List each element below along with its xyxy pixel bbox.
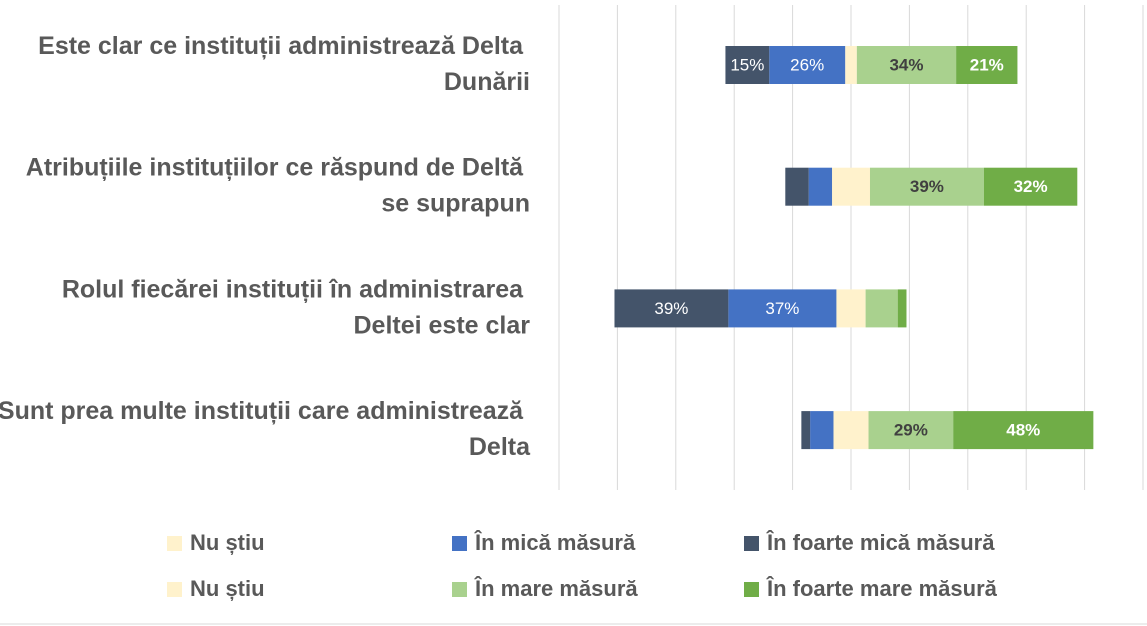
bar-segment — [808, 167, 833, 206]
legend-label: Nu știu — [190, 530, 265, 555]
bar-segment — [983, 167, 1078, 206]
category-label: Sunt prea multe instituții care administ… — [0, 397, 531, 461]
bar-segment — [868, 411, 954, 450]
bar-segment — [865, 289, 898, 328]
category-line: Dunării — [444, 68, 530, 96]
legend-label: În foarte mică măsură — [766, 530, 995, 555]
bar-segment — [614, 289, 729, 328]
data-label: 29% — [894, 421, 928, 440]
bar-segment — [851, 411, 869, 450]
bar-segment — [833, 411, 851, 450]
category-label: Este clar ce instituții administrează De… — [38, 32, 530, 96]
bar-segment — [897, 289, 907, 328]
bar-segment — [725, 46, 770, 84]
bar-segment — [810, 411, 834, 450]
bar-segment — [851, 46, 857, 84]
legend-label: În mare măsură — [474, 576, 638, 601]
bar-segment — [956, 46, 1018, 84]
bar-segment — [953, 411, 1094, 450]
category-label: Rolul fiecărei instituții în administrar… — [62, 275, 530, 339]
category-label: Atribuțiile instituțiilor ce răspund de … — [26, 153, 530, 217]
category-line: Delta — [469, 433, 531, 461]
bar-segment — [869, 167, 984, 206]
legend-swatch — [744, 536, 759, 551]
legend-swatch — [452, 536, 467, 551]
legend-label: În foarte mare măsură — [766, 576, 998, 601]
bar-segment — [851, 167, 870, 206]
data-label: 39% — [910, 177, 944, 196]
bar-segment — [851, 289, 866, 328]
data-label: 26% — [790, 55, 824, 74]
category-line: se suprapun — [381, 189, 530, 217]
data-label: 15% — [730, 55, 764, 74]
bar-segment — [728, 289, 837, 328]
category-line: Este clar ce instituții administrează De… — [38, 32, 530, 60]
bar-segment — [836, 289, 851, 328]
bar-segment — [801, 411, 811, 450]
category-line: Sunt prea multe instituții care administ… — [0, 397, 530, 425]
data-label: 48% — [1006, 421, 1040, 440]
legend-label: În mică măsură — [474, 530, 636, 555]
category-line: Deltei este clar — [354, 311, 531, 339]
data-label: 39% — [654, 299, 688, 318]
bar-segment — [845, 46, 851, 84]
category-line: Rolul fiecărei instituții în administrar… — [62, 275, 530, 303]
bar-segment — [769, 46, 846, 84]
legend-swatch — [167, 536, 182, 551]
bar-segment — [785, 167, 809, 206]
legend-swatch — [452, 582, 467, 597]
bar-segment — [856, 46, 957, 84]
bar-segment — [832, 167, 851, 206]
data-label: 32% — [1014, 177, 1048, 196]
data-label: 34% — [889, 55, 923, 74]
legend-swatch — [167, 582, 182, 597]
legend-swatch — [744, 582, 759, 597]
data-label: 21% — [970, 55, 1004, 74]
legend-label: Nu știu — [190, 576, 265, 601]
data-label: 37% — [765, 299, 799, 318]
category-line: Atribuțiile instituțiilor ce răspund de … — [26, 153, 530, 181]
